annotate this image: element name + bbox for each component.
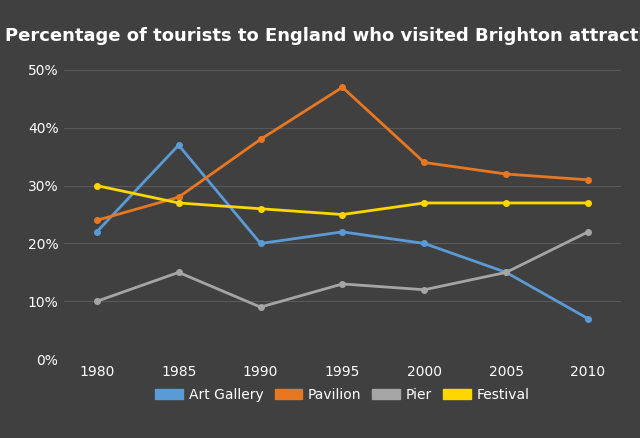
Art Gallery [420,241,428,246]
Festival [502,200,510,205]
Line: Festival: Festival [94,183,591,217]
Pavilion [339,85,346,90]
Legend: Art Gallery, Pavilion, Pier, Festival: Art Gallery, Pavilion, Pier, Festival [150,382,535,407]
Pier [93,299,100,304]
Art Gallery [93,229,100,234]
Pavilion [420,160,428,165]
Line: Art Gallery: Art Gallery [94,142,591,321]
Festival [420,200,428,205]
Pier [502,270,510,275]
Festival [257,206,264,212]
Pier [584,229,592,234]
Festival [339,212,346,217]
Pavilion [502,171,510,177]
Pier [339,281,346,286]
Line: Pavilion: Pavilion [94,85,591,223]
Festival [584,200,592,205]
Art Gallery [175,142,182,148]
Festival [175,200,182,205]
Pier [257,304,264,310]
Pavilion [175,194,182,200]
Art Gallery [257,241,264,246]
Pier [175,270,182,275]
Art Gallery [339,229,346,234]
Festival [93,183,100,188]
Pier [420,287,428,293]
Pavilion [257,137,264,142]
Pavilion [93,218,100,223]
Line: Pier: Pier [94,229,591,310]
Art Gallery [584,316,592,321]
Pavilion [584,177,592,183]
Art Gallery [502,270,510,275]
Title: Percentage of tourists to England who visited Brighton attractions: Percentage of tourists to England who vi… [5,28,640,46]
